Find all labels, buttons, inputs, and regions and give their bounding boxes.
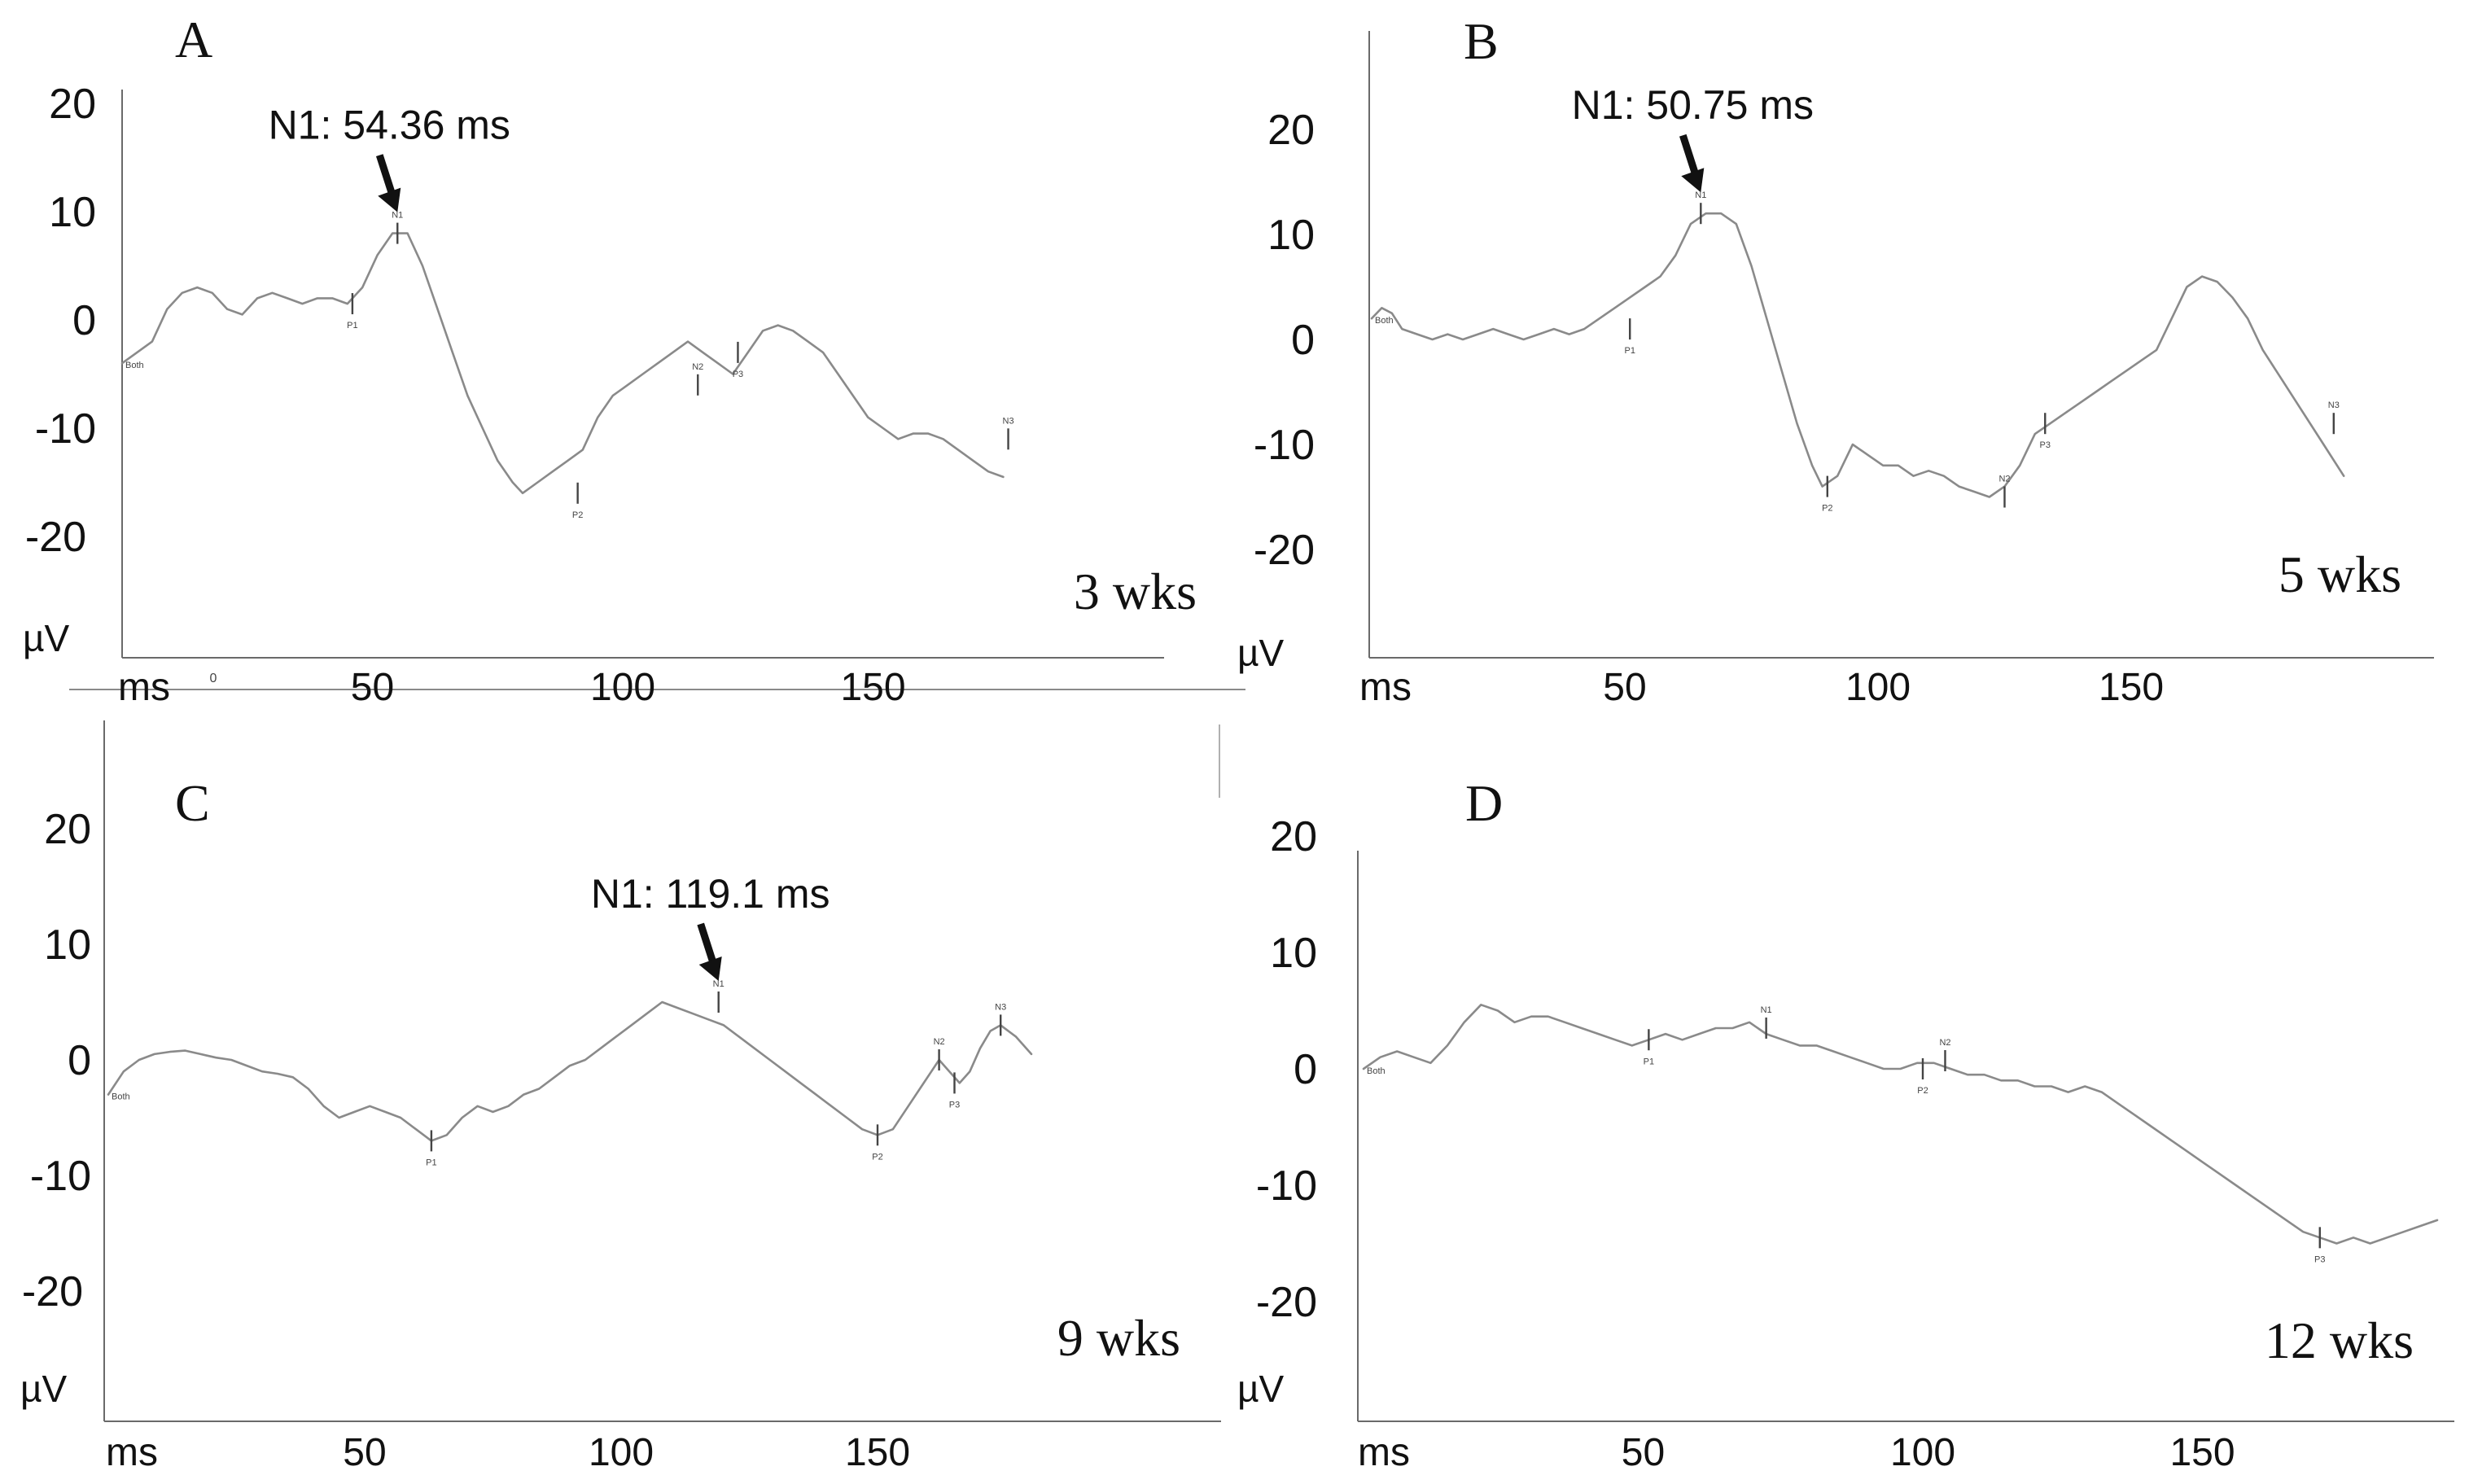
peak-label-n3: N3 xyxy=(1003,416,1014,426)
erp-trace xyxy=(120,232,1005,495)
y-unit-label: µV xyxy=(1237,1368,1285,1410)
x-tick-label: 50 xyxy=(343,1431,386,1474)
peak-label-n1: N1 xyxy=(1761,1005,1772,1015)
condition-label: 3 wks xyxy=(1074,563,1197,620)
y-tick-label: -10 xyxy=(1256,1162,1317,1210)
x-unit-label: ms xyxy=(1358,1431,1410,1474)
peak-label-p2: P2 xyxy=(872,1152,882,1162)
x-tick-label: 50 xyxy=(1622,1431,1665,1474)
y-tick-label: 0 xyxy=(68,1037,91,1084)
erp-trace xyxy=(1362,1004,2439,1245)
annotation-arrow-head xyxy=(378,187,401,212)
annotation-arrow-head xyxy=(1681,168,1705,193)
peak-label-n2: N2 xyxy=(934,1037,945,1047)
x-tick-label: 150 xyxy=(2169,1431,2235,1474)
peak-label-n2: N2 xyxy=(692,362,703,372)
x-tick-label: 50 xyxy=(351,666,394,709)
panel-label: A xyxy=(175,11,212,68)
annotation-arrow-head xyxy=(698,957,722,981)
annotation-label: N1: 54.36 ms xyxy=(269,103,510,148)
condition-label: 5 wks xyxy=(2279,545,2401,603)
baseline-label: Both xyxy=(1375,316,1394,326)
x-tick-label: 100 xyxy=(590,666,655,709)
y-unit-label: µV xyxy=(20,1368,68,1410)
y-tick-label: -10 xyxy=(1254,422,1315,469)
y-tick-label: 10 xyxy=(1267,212,1315,259)
x-tick-label: 100 xyxy=(1845,666,1911,709)
peak-label-n2: N2 xyxy=(1998,475,2010,484)
x-tick-label: 50 xyxy=(1603,666,1646,709)
y-tick-label: 10 xyxy=(1270,930,1317,977)
annotation-label: N1: 50.75 ms xyxy=(1572,82,1814,128)
erp-trace xyxy=(107,1000,1033,1142)
x-unit-label: ms xyxy=(1359,666,1412,709)
baseline-label: Both xyxy=(112,1092,130,1102)
y-tick-label: -20 xyxy=(1254,527,1315,574)
peak-label-n1: N1 xyxy=(1695,190,1706,200)
y-unit-label: µV xyxy=(23,617,70,659)
y-tick-label: 20 xyxy=(49,81,96,128)
peak-label-n1: N1 xyxy=(713,979,725,989)
x-tick-label: 150 xyxy=(2099,666,2164,709)
peak-label-p1: P1 xyxy=(1624,346,1635,356)
panel-label: C xyxy=(175,774,210,832)
y-tick-label: 10 xyxy=(44,921,91,969)
y-unit-label: µV xyxy=(1237,632,1285,674)
baseline-label: Both xyxy=(125,361,144,370)
x-tick-label: 150 xyxy=(840,666,905,709)
y-tick-label: -10 xyxy=(35,405,96,453)
peak-label-p2: P2 xyxy=(1822,504,1832,514)
peak-label-p2: P2 xyxy=(572,510,583,520)
y-tick-label: 0 xyxy=(1291,317,1315,364)
panel-label: B xyxy=(1464,12,1499,70)
peak-label-p2: P2 xyxy=(1917,1086,1928,1096)
peak-label-p1: P1 xyxy=(1644,1057,1654,1066)
x-unit-label: ms xyxy=(118,666,170,709)
peak-label-p3: P3 xyxy=(949,1100,960,1110)
peak-label-n2: N2 xyxy=(1939,1038,1950,1048)
baseline-label: Both xyxy=(1367,1066,1386,1076)
y-tick-label: 20 xyxy=(1270,813,1317,860)
y-tick-label: 10 xyxy=(49,189,96,236)
condition-label: 9 wks xyxy=(1057,1309,1180,1367)
peak-label-p3: P3 xyxy=(2040,440,2051,450)
y-tick-label: -20 xyxy=(22,1268,83,1315)
peak-label-n1: N1 xyxy=(392,211,403,221)
y-tick-label: 0 xyxy=(72,297,96,344)
annotation-label: N1: 119.1 ms xyxy=(591,871,830,917)
x-unit-label: ms xyxy=(106,1431,158,1474)
y-tick-label: 20 xyxy=(44,806,91,853)
peak-label-p3: P3 xyxy=(733,370,743,379)
y-tick-label: -20 xyxy=(25,514,86,561)
peak-label-n3: N3 xyxy=(995,1002,1006,1012)
x-origin-label: 0 xyxy=(210,672,217,685)
y-tick-label: 0 xyxy=(1294,1046,1317,1093)
y-tick-label: -20 xyxy=(1256,1279,1317,1326)
y-tick-label: 20 xyxy=(1267,107,1315,154)
x-tick-label: 100 xyxy=(589,1431,654,1474)
erp-trace xyxy=(1370,212,2345,498)
condition-label: 12 wks xyxy=(2265,1311,2414,1369)
peak-label-p1: P1 xyxy=(426,1158,436,1167)
x-tick-label: 100 xyxy=(1890,1431,1955,1474)
peak-label-n3: N3 xyxy=(2328,401,2340,410)
x-tick-label: 150 xyxy=(845,1431,910,1474)
y-tick-label: -10 xyxy=(30,1153,91,1200)
peak-label-p3: P3 xyxy=(2314,1254,2325,1264)
panel-label: D xyxy=(1465,774,1503,832)
peak-label-p1: P1 xyxy=(347,321,357,331)
